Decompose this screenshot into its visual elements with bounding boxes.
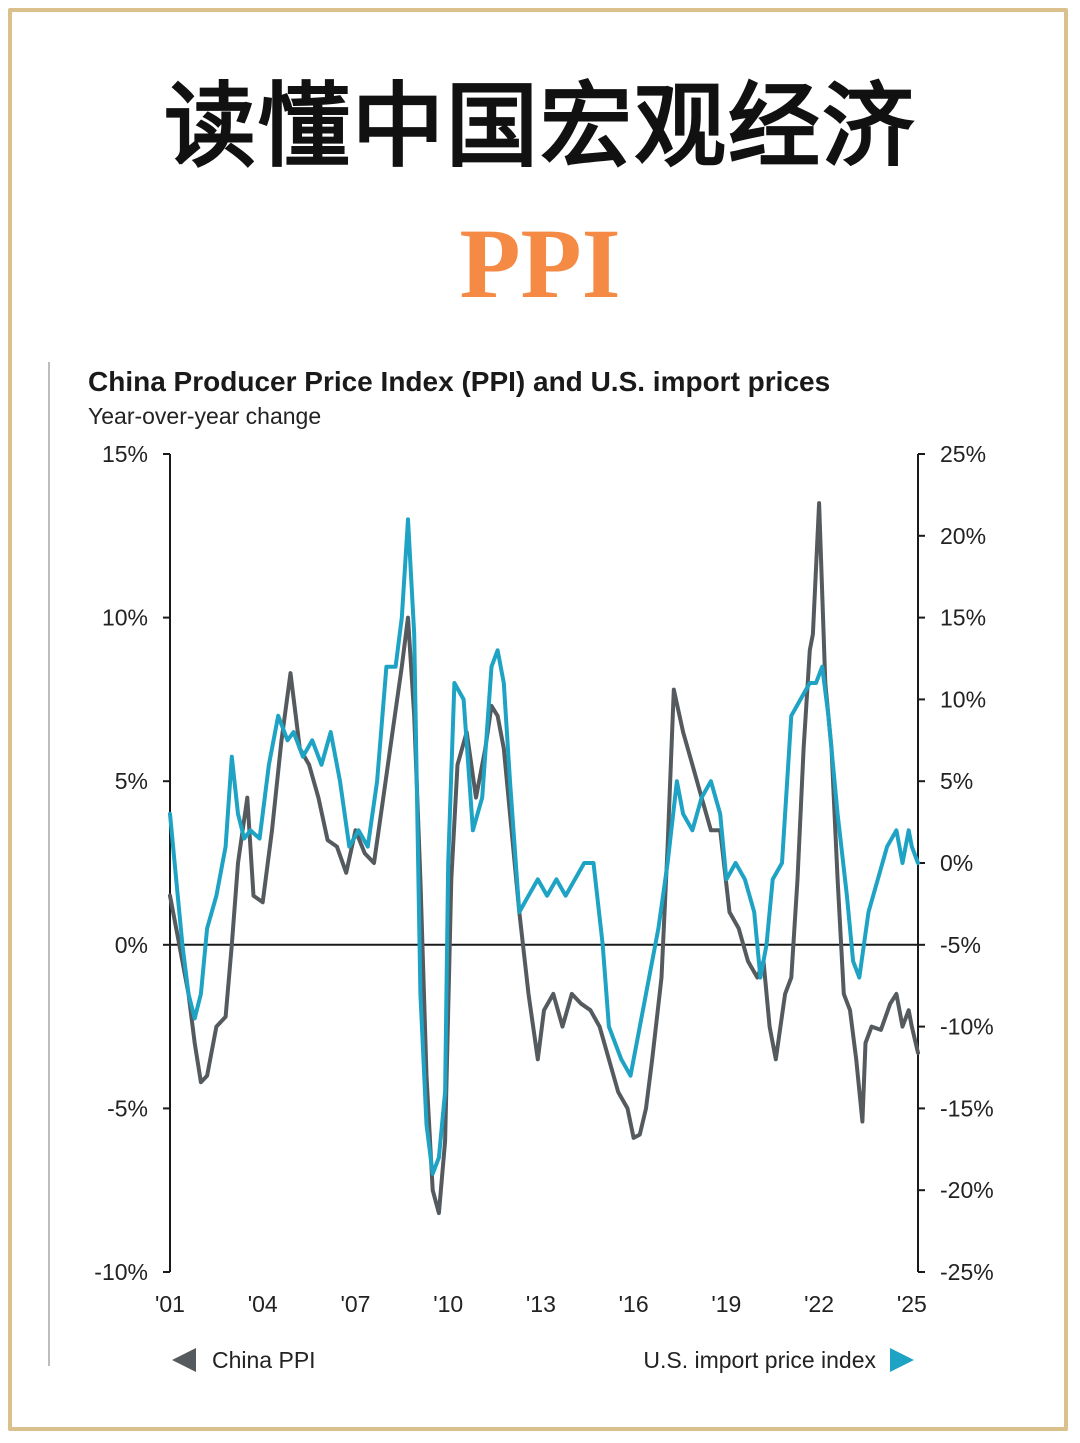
x-tick-label: '07 (340, 1291, 370, 1317)
decorative-frame (8, 8, 1068, 1431)
right-tick-label: 10% (940, 686, 986, 712)
china-ppi-line (168, 501, 920, 1216)
x-tick-label: '01 (155, 1291, 185, 1317)
right-tick-label: -15% (940, 1095, 994, 1121)
chart-subtitle: Year-over-year change (88, 403, 322, 429)
chart-title: China Producer Price Index (PPI) and U.S… (88, 366, 831, 397)
x-tick-label: '19 (711, 1291, 741, 1317)
left-tick-label: 5% (115, 768, 148, 794)
x-tick-label: '22 (804, 1291, 834, 1317)
x-tick-label: '25 (897, 1291, 927, 1317)
left-tick-label: -10% (94, 1259, 148, 1285)
right-tick-label: -5% (940, 932, 981, 958)
page-title: 读懂中国宏观经济 (163, 73, 916, 180)
left-tick-label: 0% (115, 932, 148, 958)
right-tick-label: 0% (940, 850, 973, 876)
chart-series (168, 501, 920, 1216)
right-tick-label: 25% (940, 441, 986, 467)
right-tick-label: -20% (940, 1177, 994, 1203)
x-tick-label: '16 (619, 1291, 649, 1317)
x-tick-label: '13 (526, 1291, 556, 1317)
x-tick-label: '10 (433, 1291, 463, 1317)
left-tick-label: -5% (107, 1095, 148, 1121)
chart-legend: China PPI U.S. import price index (172, 1347, 914, 1373)
left-tick-label: 10% (102, 605, 148, 631)
legend-left-arrow-icon (172, 1348, 196, 1372)
right-tick-label: 5% (940, 768, 973, 794)
left-tick-label: 15% (102, 441, 148, 467)
right-tick-label: -25% (940, 1259, 994, 1285)
chart-axes: 15% 10% 5% 0% -5% -10% 25% 20% 15% 10% 5% 0% -5% -10%… (94, 441, 993, 1317)
page-subtitle: PPI (459, 208, 621, 319)
right-tick-label: -10% (940, 1014, 994, 1040)
legend-china-ppi-label: China PPI (212, 1347, 316, 1373)
right-tick-label: 15% (940, 605, 986, 631)
legend-us-import-label: U.S. import price index (643, 1347, 876, 1373)
right-tick-label: 20% (940, 523, 986, 549)
us-import-price-line (168, 517, 920, 1176)
legend-right-arrow-icon (890, 1348, 914, 1372)
x-tick-label: '04 (248, 1291, 278, 1317)
chart-left-rule (48, 362, 50, 1366)
